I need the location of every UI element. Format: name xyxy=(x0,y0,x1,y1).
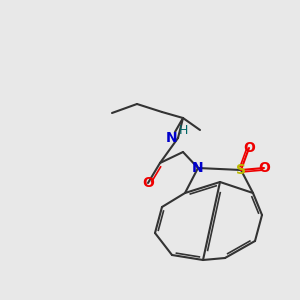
Text: H: H xyxy=(178,124,188,136)
Text: O: O xyxy=(142,176,154,190)
Text: S: S xyxy=(236,163,246,177)
Text: O: O xyxy=(243,141,255,155)
Text: N: N xyxy=(165,131,177,145)
Text: O: O xyxy=(258,161,270,175)
Text: N: N xyxy=(192,161,204,175)
